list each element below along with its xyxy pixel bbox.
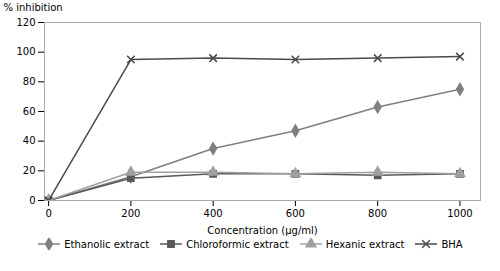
html-text:Hexanic extract: Hexanic extract: [325, 238, 405, 250]
svg-text:Concentration (μg/ml): Concentration (μg/ml): [207, 225, 317, 236]
svg-text:80: 80: [23, 76, 36, 87]
svg-text:800: 800: [368, 208, 387, 219]
svg-text:600: 600: [286, 208, 305, 219]
svg-text:1000: 1000: [447, 208, 472, 219]
svg-text:0: 0: [29, 195, 35, 206]
html-text:Chloroformic extract: Chloroformic extract: [186, 238, 289, 250]
svg-text:20: 20: [23, 165, 36, 176]
html-text:Ethanolic extract: Ethanolic extract: [64, 238, 150, 250]
html-text:BHA: BHA: [441, 238, 463, 250]
svg-text:100: 100: [16, 46, 35, 57]
svg-text:% inhibition: % inhibition: [4, 2, 63, 13]
svg-text:200: 200: [121, 208, 140, 219]
svg-text:400: 400: [204, 208, 223, 219]
svg-text:40: 40: [23, 135, 36, 146]
svg-text:120: 120: [16, 17, 35, 28]
svg-text:60: 60: [23, 106, 36, 117]
svg-text:0: 0: [45, 208, 51, 219]
